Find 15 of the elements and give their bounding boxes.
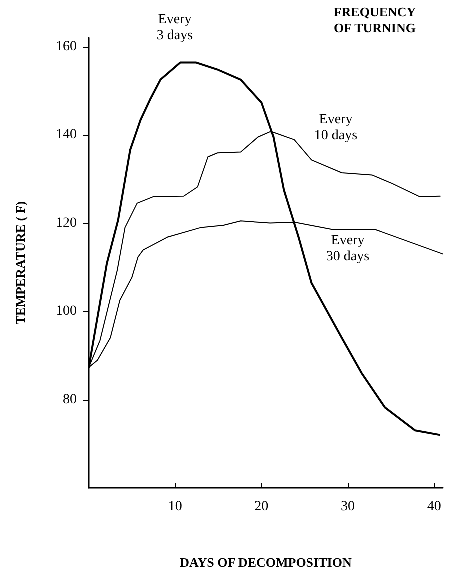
y-tick-label: 100	[56, 304, 77, 320]
y-axis-title: TEMPERATURE ( F)	[13, 201, 28, 325]
y-tick-label: 160	[56, 39, 77, 54]
x-axis-title: DAYS OF DECOMPOSITION	[180, 555, 352, 570]
x-tick-label: 20	[254, 500, 269, 514]
y-tick-label: 80	[63, 392, 77, 408]
annotation: Every 3 days	[156, 12, 194, 44]
y-tick-label: 140	[56, 128, 77, 143]
y-tick-label: 120	[56, 216, 77, 231]
text: FREQUENCY OF TURNING	[334, 4, 417, 36]
x-tick-label: 40	[427, 500, 442, 514]
x-tick-label: 10	[168, 500, 182, 514]
annotation: Every 30 days	[326, 234, 370, 264]
x-tick-label: 30	[341, 500, 356, 514]
annotation: Every 10 days	[314, 112, 358, 144]
